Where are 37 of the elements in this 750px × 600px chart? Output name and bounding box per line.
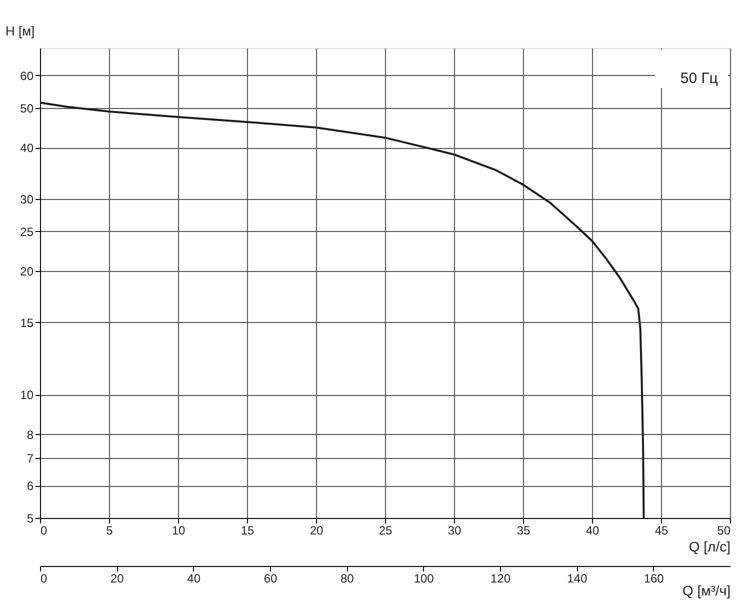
x2-tick-label: 120 (490, 572, 511, 586)
x-tick-label: 20 (310, 524, 324, 538)
y-tick-label: 10 (20, 388, 34, 402)
line-series (39, 102, 645, 519)
x-tick-label: 40 (586, 524, 600, 538)
x-axis-title: Q [л/с] (688, 538, 730, 554)
annotation: 50 Гц (680, 70, 718, 87)
y-tick-label: 5 (26, 512, 34, 526)
x-tick-label: 15 (240, 524, 254, 538)
x2-tick-label: 60 (264, 572, 278, 586)
y-tick-label: 6 (26, 479, 34, 494)
x2-tick-label: 160 (644, 572, 664, 586)
x-tick-label: 10 (172, 524, 186, 538)
x-tick-label: 30 (448, 524, 462, 538)
y-axis-title: H [м] (6, 24, 35, 38)
y-tick-label: 15 (20, 316, 34, 330)
x-tick-label: 45 (654, 524, 668, 538)
x-tick-label: 35 (516, 524, 530, 538)
x-tick-label: 50 (717, 524, 731, 538)
y-tick-label: 40 (20, 141, 34, 156)
x-tick-label: 5 (106, 524, 114, 538)
x2-tick-label: 40 (187, 572, 201, 586)
x2-tick-label: 140 (567, 572, 588, 586)
y-tick-label: 50 (20, 101, 34, 116)
x2-tick-label: 100 (414, 572, 434, 586)
y-tick-label: 8 (26, 428, 34, 442)
x2-tick-label: 80 (340, 572, 354, 586)
x-tick-label: 25 (378, 524, 392, 538)
y-tick-label: 30 (20, 192, 34, 206)
x2-tick-label: 0 (40, 572, 48, 586)
x2-axis-title: Q [м³/ч] (682, 582, 730, 598)
y-tick-label: 60 (20, 68, 34, 83)
y-tick-label: 25 (20, 224, 34, 239)
y-tick-label: 20 (20, 264, 34, 279)
y-tick-label: 7 (26, 452, 34, 466)
x-tick-label: 0 (40, 524, 48, 538)
x2-tick-label: 20 (110, 572, 124, 586)
